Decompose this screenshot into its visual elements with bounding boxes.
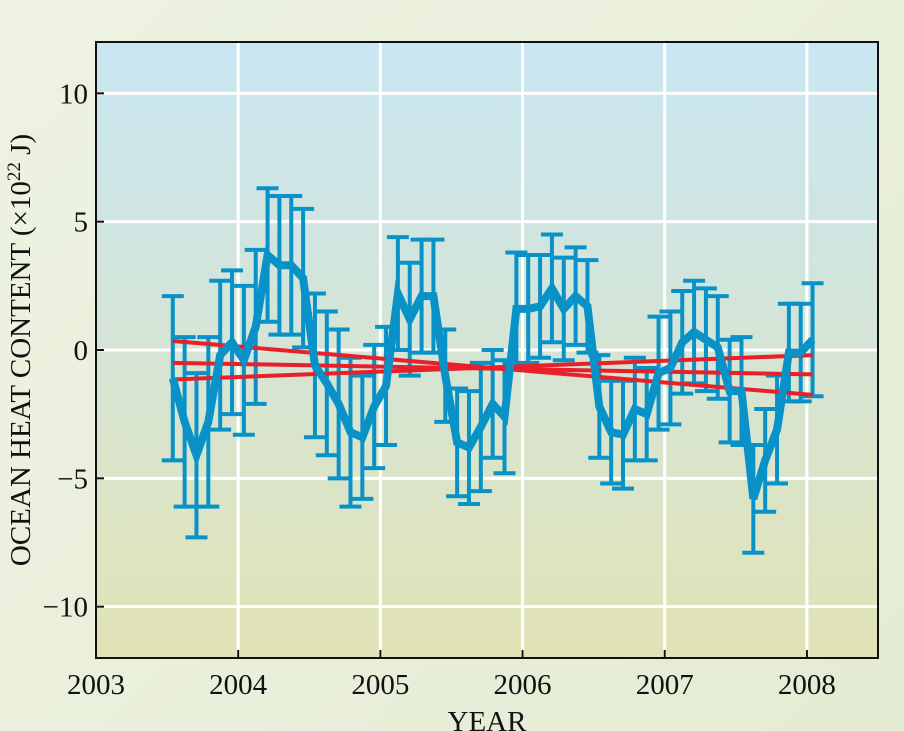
data-point xyxy=(776,428,779,431)
data-point xyxy=(349,431,352,434)
x-axis-label: YEAR xyxy=(448,706,528,731)
data-point xyxy=(242,359,245,362)
data-point xyxy=(598,405,601,408)
data-point xyxy=(278,264,281,267)
data-point xyxy=(302,277,305,280)
y-tick-label: 0 xyxy=(74,335,89,367)
y-tick-label: 10 xyxy=(59,78,88,110)
data-point xyxy=(195,454,198,457)
data-point xyxy=(432,295,435,298)
y-axis-label: OCEAN HEAT CONTENT (×1022 J) xyxy=(4,134,37,566)
data-point xyxy=(527,307,530,310)
data-point xyxy=(373,405,376,408)
data-point xyxy=(586,305,589,308)
data-point xyxy=(266,254,269,257)
x-tick-label: 2008 xyxy=(778,669,836,701)
data-point xyxy=(313,364,316,367)
data-point xyxy=(231,341,234,344)
y-tick-label: −5 xyxy=(57,463,88,495)
data-point xyxy=(799,351,802,354)
data-point xyxy=(515,307,518,310)
data-point xyxy=(681,341,684,344)
data-point xyxy=(290,264,293,267)
data-point xyxy=(396,292,399,295)
data-point xyxy=(456,441,459,444)
data-point xyxy=(728,390,731,393)
y-tick-label: −10 xyxy=(43,592,88,624)
data-point xyxy=(219,354,222,357)
data-point xyxy=(550,287,553,290)
data-point xyxy=(645,413,648,416)
data-point xyxy=(408,318,411,321)
data-point xyxy=(610,431,613,434)
data-point xyxy=(325,382,328,385)
data-point xyxy=(562,307,565,310)
data-point xyxy=(669,366,672,369)
data-point xyxy=(764,459,767,462)
data-point xyxy=(574,295,577,298)
x-tick-label: 2003 xyxy=(67,669,125,701)
data-point xyxy=(787,351,790,354)
data-point xyxy=(361,436,364,439)
data-point xyxy=(337,402,340,405)
data-point xyxy=(491,402,494,405)
data-point xyxy=(622,433,625,436)
data-point xyxy=(633,408,636,411)
data-point xyxy=(740,390,743,393)
x-tick-label: 2004 xyxy=(209,669,268,701)
data-point xyxy=(467,446,470,449)
data-point xyxy=(539,305,542,308)
data-point xyxy=(444,374,447,377)
data-point xyxy=(385,384,388,387)
data-point xyxy=(693,331,696,334)
data-point xyxy=(254,325,257,328)
data-point xyxy=(657,372,660,375)
x-tick-label: 2005 xyxy=(351,669,409,701)
data-point xyxy=(207,420,210,423)
data-point xyxy=(503,415,506,418)
trend-lower-start-line xyxy=(172,353,813,382)
x-tick-label: 2007 xyxy=(636,669,694,701)
data-point xyxy=(811,338,814,341)
data-point xyxy=(171,377,174,380)
data-point xyxy=(183,420,186,423)
data-point xyxy=(479,426,482,428)
y-tick-label: 5 xyxy=(74,207,89,239)
data-point xyxy=(420,295,423,298)
data-point xyxy=(704,338,707,341)
data-point xyxy=(716,346,719,349)
data-point xyxy=(752,497,755,500)
x-tick-label: 2006 xyxy=(494,669,552,701)
